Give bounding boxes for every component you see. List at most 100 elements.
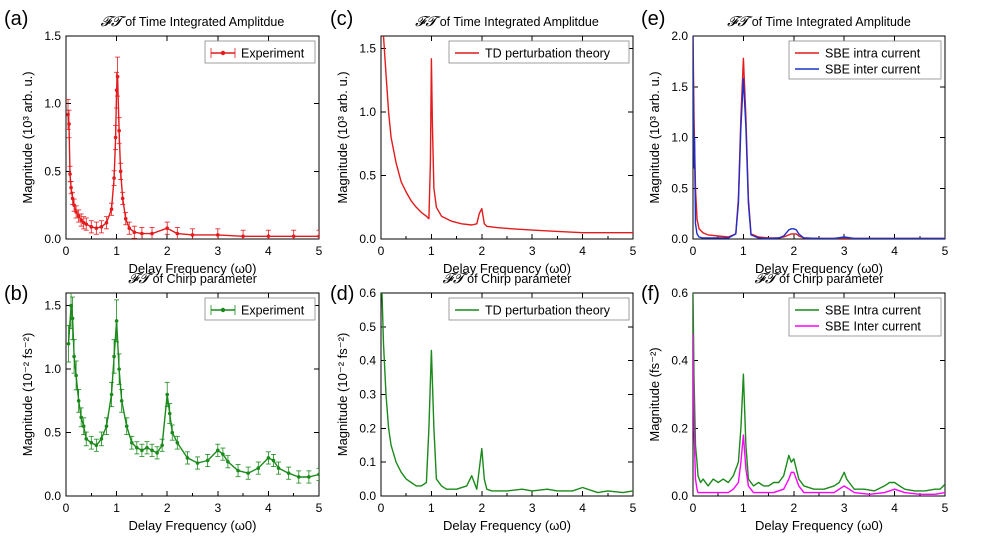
y-tick-label: 0.5 [671, 181, 688, 195]
plot-frame [380, 292, 634, 497]
series-line [67, 75, 319, 238]
data-point [195, 461, 200, 465]
data-point [112, 176, 116, 180]
x-tick-label: 2 [790, 501, 797, 515]
chart-title: 𝓕𝓣 of Time Integrated Amplitdue [101, 14, 285, 30]
y-axis-label: Magnitude (10³ arb. u.) [20, 71, 35, 203]
x-tick-label: 0 [690, 501, 697, 515]
data-point [135, 445, 139, 450]
data-point [76, 214, 81, 218]
data-point [266, 456, 271, 460]
legend-box [448, 40, 630, 64]
chart-title: 𝓕𝓣 of Time Integrated Amplitdue [415, 14, 599, 30]
chart-title: 𝓕𝓣 of Chirp parameter [128, 271, 257, 287]
legend-marker [220, 307, 226, 313]
legend-label: SBE inter current [825, 63, 921, 77]
data-point [72, 354, 76, 359]
plot-area [381, 293, 633, 494]
legend-label: SBE Intra current [825, 304, 921, 318]
legend: Experiment [204, 40, 316, 64]
data-point [256, 466, 261, 470]
data-point [72, 203, 76, 207]
data-point [113, 135, 118, 140]
data-point [89, 440, 94, 445]
x-tick-label: 0 [378, 244, 385, 258]
data-point [67, 122, 71, 126]
legend: Experiment [204, 297, 316, 321]
title-text: of Time Integrated Amplitude [748, 15, 911, 29]
x-tick-label: 0 [690, 244, 697, 258]
title-ft-symbol: 𝓕𝓣 [415, 14, 441, 30]
x-tick-label: 5 [942, 501, 949, 515]
y-tick-label: 0.6 [671, 286, 688, 300]
title-ft-symbol: 𝓕𝓣 [101, 14, 127, 30]
plot-area [66, 56, 319, 239]
title-ft-symbol: 𝓕𝓣 [443, 271, 469, 287]
data-point [118, 169, 123, 174]
y-tick-label: 0.0 [671, 232, 688, 246]
y-tick-label: 1.0 [671, 131, 688, 145]
x-axis-label: Delay Frequency (ω0) [129, 261, 257, 276]
data-point [117, 128, 121, 133]
data-point [112, 354, 116, 359]
x-tick-label: 2 [164, 244, 171, 258]
x-axis-label: Delay Frequency (ω0) [443, 518, 571, 533]
plot-area [693, 36, 945, 239]
data-point [79, 218, 83, 222]
data-point [175, 440, 180, 445]
plot-frame [380, 35, 634, 240]
x-tick-label: 4 [891, 501, 898, 515]
legend-label: SBE Inter current [825, 320, 921, 334]
y-tick-label: 0.5 [44, 164, 61, 178]
legend: SBE intra current SBE inter current [788, 40, 942, 80]
plot-area [693, 293, 945, 495]
x-tick-label: 4 [891, 244, 898, 258]
panel-d: (d) 𝓕𝓣 of Chirp parameter 0 1 2 3 4 5 0.0 0.1 0.2 0… [330, 271, 637, 533]
data-point [109, 392, 114, 397]
y-tick-label: 1.0 [359, 105, 376, 119]
plot-area [66, 293, 319, 484]
legend-label: TD perturbation theory [485, 47, 611, 61]
legend: TD perturbation theory [448, 40, 630, 64]
x-tick-label: 5 [630, 501, 637, 515]
x-tick-label: 3 [529, 244, 536, 258]
data-point [170, 430, 175, 435]
panel-b: (b) 𝓕𝓣 of Chirp parameter 0 1 2 3 4 5 0.0 0.5 1.0 1… [4, 271, 323, 533]
panel-e: (e) 𝓕𝓣 of Time Integrated Amplitude 0 1 2 3 4 5… [641, 8, 949, 276]
data-point [276, 466, 281, 470]
data-point [145, 445, 149, 450]
title-text: of Time Integrated Amplitdue [122, 15, 285, 29]
data-point [286, 471, 291, 475]
panel-label: (b) [4, 283, 28, 305]
data-point [185, 456, 190, 460]
data-point [94, 226, 99, 230]
y-tick-label: 1.0 [44, 97, 61, 111]
x-tick-label: 4 [265, 244, 272, 258]
data-point [160, 443, 164, 448]
data-point [114, 88, 119, 92]
data-point [109, 207, 114, 212]
plot-frame [65, 292, 320, 497]
data-point [79, 415, 83, 420]
y-tick-label: 0.3 [359, 388, 376, 402]
data-point [246, 471, 250, 475]
y-axis-label: Magnitude (10³ arb. u.) [647, 71, 662, 203]
x-tick-label: 3 [214, 244, 221, 258]
title-text: of Chirp parameter [776, 272, 884, 286]
series-line [693, 36, 945, 239]
plot-frame [65, 35, 320, 240]
data-point [190, 233, 195, 237]
y-tick-label: 0.4 [671, 354, 688, 368]
legend-box [204, 297, 316, 321]
data-point [317, 472, 319, 477]
data-point [117, 367, 121, 371]
series-line [693, 293, 945, 492]
data-point [307, 475, 311, 479]
x-tick-label: 2 [478, 501, 485, 515]
x-tick-label: 4 [579, 501, 586, 515]
legend: SBE Intra current SBE Inter current [788, 297, 942, 337]
data-point [124, 424, 129, 429]
data-point [221, 452, 225, 456]
data-point [84, 437, 89, 441]
